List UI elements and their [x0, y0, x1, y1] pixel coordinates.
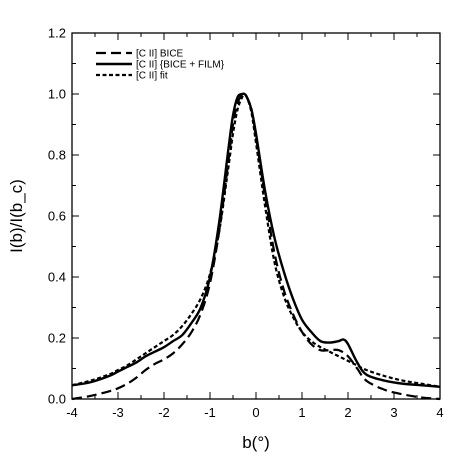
legend-label: [C II] BICE: [136, 49, 184, 60]
y-tick-label: 0.4: [48, 270, 66, 285]
series-line-dotted: [71, 94, 441, 388]
y-tick-label: 0.2: [48, 331, 66, 346]
x-tick-label: 0: [252, 405, 259, 420]
legend: [C II] BICE[C II] {BICE + FILM}[C II] fi…: [96, 49, 225, 82]
axis-ticks: [71, 32, 441, 400]
x-tick-label: -1: [204, 405, 216, 420]
y-tick-label: 0.8: [48, 148, 66, 163]
legend-label: [C II] fit: [136, 71, 168, 82]
legend-label: [C II] {BICE + FILM}: [136, 60, 225, 71]
x-axis-title: b(°): [242, 433, 270, 452]
x-tick-label: 1: [298, 405, 305, 420]
series-line-dashed: [71, 92, 441, 401]
series-layer: [71, 92, 441, 401]
x-tick-label: -4: [66, 405, 78, 420]
y-axis-title: I(b)/I(b_c): [7, 179, 26, 253]
series-line-solid: [71, 92, 441, 388]
x-tick-label: -3: [112, 405, 124, 420]
y-tick-label: 0.0: [48, 392, 66, 407]
y-tick-label: 1.2: [48, 26, 66, 41]
y-tick-label: 0.6: [48, 209, 66, 224]
x-tick-label: -2: [158, 405, 170, 420]
tick-labels: -4 -3 -2 -1 0 1 2 3 4 0.0 0.2 0.4 0.6 0.8 1.0 1.2: [48, 26, 444, 421]
x-tick-label: 4: [436, 405, 443, 420]
x-tick-label: 2: [344, 405, 351, 420]
plot-frame: [71, 32, 441, 400]
x-tick-label: 3: [390, 405, 397, 420]
y-tick-label: 1.0: [48, 87, 66, 102]
